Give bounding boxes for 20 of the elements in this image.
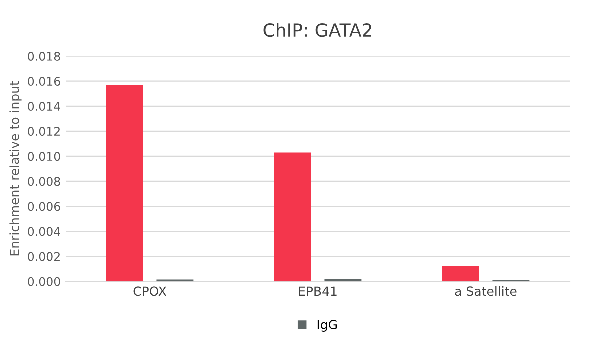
- x-tick-label: EPB41: [299, 286, 337, 296]
- bar: [106, 85, 144, 282]
- x-tick-label: CPOX: [134, 286, 167, 296]
- y-axis-title: Enrichment relative to input: [10, 81, 22, 256]
- y-tick-label: 0.016: [28, 77, 60, 86]
- y-tick-label: 0.002: [28, 252, 60, 262]
- y-tick-label: 0.010: [28, 152, 60, 162]
- bar: [274, 152, 312, 282]
- bar: [324, 279, 362, 282]
- y-tick-label: 0.006: [28, 202, 60, 212]
- x-tick-label: a Satellite: [455, 286, 517, 296]
- y-tick-label: 0.012: [28, 127, 60, 136]
- legend-label: IgG: [318, 320, 337, 332]
- chart-title: ChIP: GATA2: [264, 23, 372, 38]
- bar: [442, 266, 480, 282]
- y-tick-label: 0.008: [28, 177, 60, 186]
- y-tick-label: 0.018: [28, 52, 60, 61]
- y-tick-label: 0.000: [28, 277, 60, 286]
- y-tick-label: 0.014: [28, 102, 60, 112]
- y-tick-label: 0.004: [28, 227, 60, 236]
